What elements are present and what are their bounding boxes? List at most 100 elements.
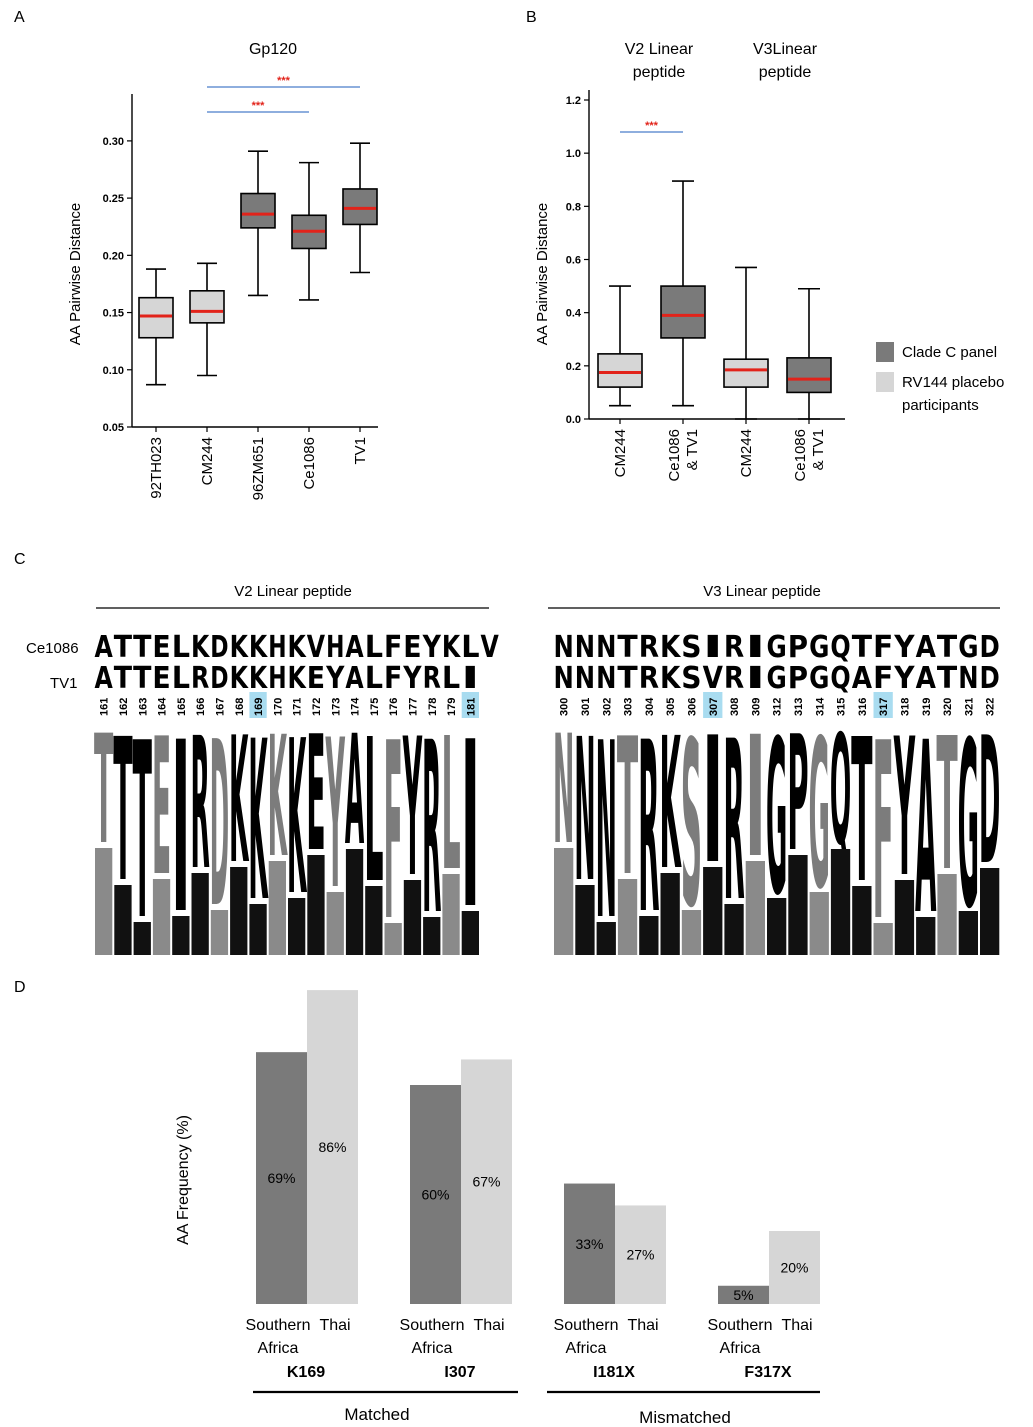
tv1-residue: I [461,661,479,696]
panel-label-b: B [526,9,537,26]
tv1-residue: P [788,661,808,696]
panel-a-y-axis-label: AA Pairwise Distance [67,203,84,346]
ce1086-residue: E [403,630,421,665]
ce1086-residue: K [191,630,211,665]
ce1086-residue: T [937,630,958,665]
group-label-F317X: F317X [744,1364,791,1381]
bar-I307-1 [461,1059,512,1304]
logo-column: T [851,697,872,955]
panel-d-y-axis-label: AA Frequency (%) [175,1115,192,1245]
box-iqr [240,192,276,229]
logo-column: R [191,699,210,955]
logo-lower-stack [703,867,723,955]
logo-letter: R [638,693,659,966]
logo-lower-stack [191,873,209,955]
box-iqr [342,188,378,226]
y-tick-label: 0.25 [103,193,124,205]
logo-letter: I [461,693,480,959]
position-number: 300 [559,698,571,716]
logo-lower-stack [660,873,680,955]
logo-lower-stack [980,868,1000,955]
legend-label: participants [902,397,979,414]
bar-category-label: Southern [246,1317,311,1334]
tv1-residue: H [268,661,286,696]
position-number: 169 [253,698,265,716]
tv1-residue: N [554,661,574,696]
logo-letter: L [441,700,460,912]
logo-letter: K [248,694,268,950]
logo-letter: Q [830,703,851,879]
logo-letter: G [958,693,979,959]
logo-lower-stack [403,880,422,955]
panel-c-sequence-logo: V2 Linear peptide V3 Linear peptide Ce10… [26,583,1000,975]
logo-lower-stack [575,885,595,955]
position-number: 317 [878,698,890,716]
box-0 [597,285,643,407]
ce1086-residue: P [788,630,808,665]
logo-lower-stack [681,910,702,955]
logo-column: E [152,698,171,955]
tv1-residue: I [745,661,765,696]
ce1086-residue: G [958,630,978,665]
significance-stars: *** [277,75,291,87]
panel-d-barchart: AA Frequency (%) 69% 86% 60% 67% 33% 27% 5% 20%… [175,990,820,1427]
x-tick-label: Ce1086 [792,429,809,482]
x-tick-label: TV1 [352,437,369,465]
tv1-residue: D [980,661,1000,696]
logo-lower-stack [639,916,659,955]
ce1086-residue: T [114,630,133,665]
tv1-residue: K [660,661,682,696]
y-tick-label: 1.2 [566,95,581,107]
logo-letter: K [268,702,288,895]
tv1-residue: G [767,661,787,696]
legend-label: RV144 placebo [902,374,1004,391]
ce1086-residue: G [809,630,829,665]
logo-column: F [873,692,894,975]
row-label-ce1086: Ce1086 [26,640,79,657]
position-number: 322 [985,698,997,716]
box-iqr [597,353,643,388]
logo-column: K [229,700,249,955]
position-number: 318 [899,698,911,716]
position-number: 308 [729,698,741,716]
logo-lower-stack [873,923,893,955]
logo-lower-stack [423,917,441,955]
tv1-residue: R [724,661,744,696]
logo-lower-stack [745,861,765,955]
logo-column: A [915,692,936,967]
position-number: 170 [272,698,284,716]
v3-logo-title: V3 Linear peptide [703,583,821,600]
position-number: 316 [857,698,869,716]
bar-value-label: 86% [318,1139,346,1155]
panel-b-boxplot: V2 Linear peptide V3Linear peptide AA Pairw… [534,41,1004,482]
bar-I307-0 [410,1085,461,1304]
logo-letter: K [287,696,307,943]
logo-column: R [638,693,659,966]
tv1-residue: K [288,661,308,696]
ce1086-residue: D [210,630,228,665]
position-number: 171 [292,698,304,716]
tv1-residue: K [230,661,250,696]
ce1086-residue: E [152,630,170,665]
logo-column: L [441,700,461,955]
x-tick-label: 96ZM651 [250,437,267,500]
ce1086-residue: N [575,630,595,665]
logo-column: G [809,697,830,955]
logo-column: Y [403,698,422,955]
logo-lower-stack [724,904,744,955]
logo-lower-stack [958,911,978,955]
bar-category-label: Thai [319,1317,350,1334]
logo-letter: N [574,698,595,926]
box-iqr [786,357,832,394]
logo-lower-stack [852,886,872,955]
tv1-residue: Y [325,661,345,696]
bar-F317X-0 [718,1285,769,1304]
bar-value-label: 60% [421,1187,449,1203]
bar-category-label: Africa [412,1340,453,1357]
bar-K169-1 [307,990,358,1304]
logo-lower-stack [133,922,151,955]
logo-letter: I [745,702,766,895]
logo-column: D [210,693,229,958]
position-number: 165 [176,698,188,716]
position-number: 319 [921,698,933,716]
